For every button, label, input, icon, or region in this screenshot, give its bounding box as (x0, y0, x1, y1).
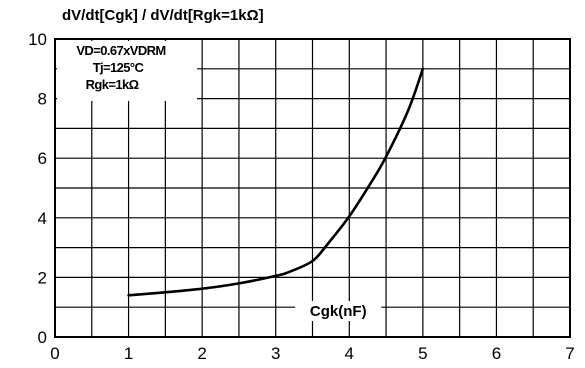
x-tick-label: 4 (345, 344, 354, 363)
series-line (127, 67, 425, 297)
x-tick-label: 7 (565, 344, 574, 363)
annotation-line: Tj=125°C (93, 60, 145, 75)
plot-frame (54, 38, 571, 338)
x-axis-label: Cgk(nF) (310, 303, 367, 320)
x-tick-label: 2 (197, 344, 206, 363)
chart-title: dV/dt[Cgk] / dV/dt[Rgk=1kΩ] (62, 7, 264, 24)
y-tick-label: 2 (38, 268, 47, 287)
x-tick-label: 0 (50, 344, 59, 363)
x-axis-label-background (295, 301, 382, 321)
y-tick-label: 6 (38, 149, 47, 168)
annotation-line: VD=0.67xVDRM (76, 43, 165, 58)
annotation-line: Rgk=1kΩ (86, 77, 139, 92)
y-tick-label: 4 (38, 209, 47, 228)
x-tick-label: 3 (271, 344, 280, 363)
y-tick-label: 8 (38, 90, 47, 109)
x-axis-label-group: Cgk(nF) (295, 301, 382, 321)
y-tick-label: 10 (28, 30, 47, 49)
y-tick-labels: 0 2 4 6 8 10 (28, 30, 47, 347)
x-tick-label: 1 (124, 344, 133, 363)
x-tick-label: 6 (492, 344, 501, 363)
y-tick-label: 0 (38, 328, 47, 347)
x-tick-labels: 0 1 2 3 4 5 6 7 (50, 344, 574, 363)
curve-layer (127, 67, 425, 297)
annotation-box: VD=0.67xVDRM Tj=125°C Rgk=1kΩ (57, 41, 197, 101)
x-tick-label: 5 (418, 344, 427, 363)
annotation-background (57, 41, 197, 101)
